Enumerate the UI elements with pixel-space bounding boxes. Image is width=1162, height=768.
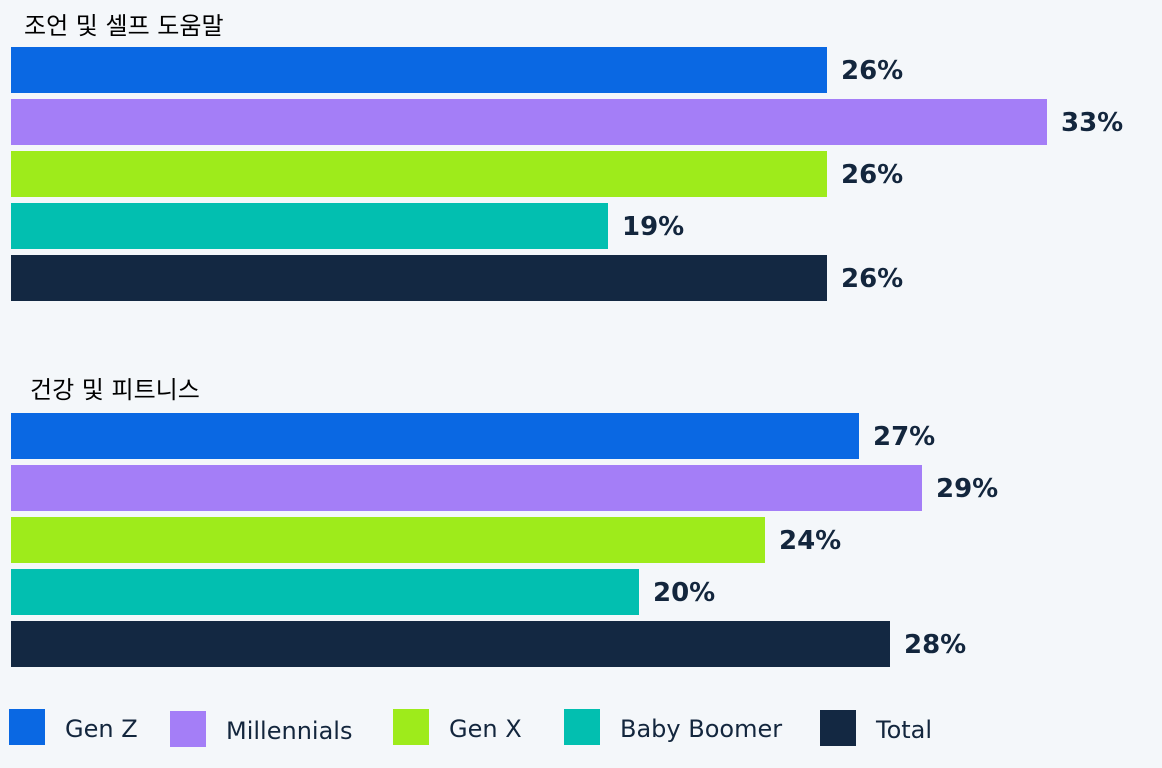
bar-millennials <box>11 99 1047 145</box>
data-label: 26% <box>841 160 903 190</box>
data-label: 27% <box>873 422 935 452</box>
bar-total <box>11 255 827 301</box>
legend-swatch <box>9 709 45 745</box>
legend-swatch <box>170 711 206 747</box>
legend-label: Total <box>875 716 932 744</box>
legend-swatch <box>820 710 856 746</box>
group-title: 조언 및 셀프 도움말 <box>24 12 224 40</box>
data-label: 33% <box>1061 108 1123 138</box>
bar-total <box>11 621 890 667</box>
legend-label: Millennials <box>226 717 352 745</box>
legend-swatch <box>393 709 429 745</box>
bar-baby-boomer <box>11 203 608 249</box>
bar-gen-x <box>11 151 827 197</box>
bar-millennials <box>11 465 922 511</box>
legend-label: Baby Boomer <box>620 715 782 743</box>
data-label: 28% <box>904 630 966 660</box>
data-label: 20% <box>653 578 715 608</box>
data-label: 29% <box>936 474 998 504</box>
bar-gen-x <box>11 517 765 563</box>
legend-label: Gen Z <box>65 715 138 743</box>
bar-baby-boomer <box>11 569 639 615</box>
data-label: 24% <box>779 526 841 556</box>
legend-label: Gen X <box>449 715 522 743</box>
group-title: 건강 및 피트니스 <box>30 376 200 404</box>
data-label: 19% <box>622 212 684 242</box>
bar-gen-z <box>11 47 827 93</box>
data-label: 26% <box>841 264 903 294</box>
data-label: 26% <box>841 56 903 86</box>
legend-swatch <box>564 709 600 745</box>
bar-gen-z <box>11 413 859 459</box>
